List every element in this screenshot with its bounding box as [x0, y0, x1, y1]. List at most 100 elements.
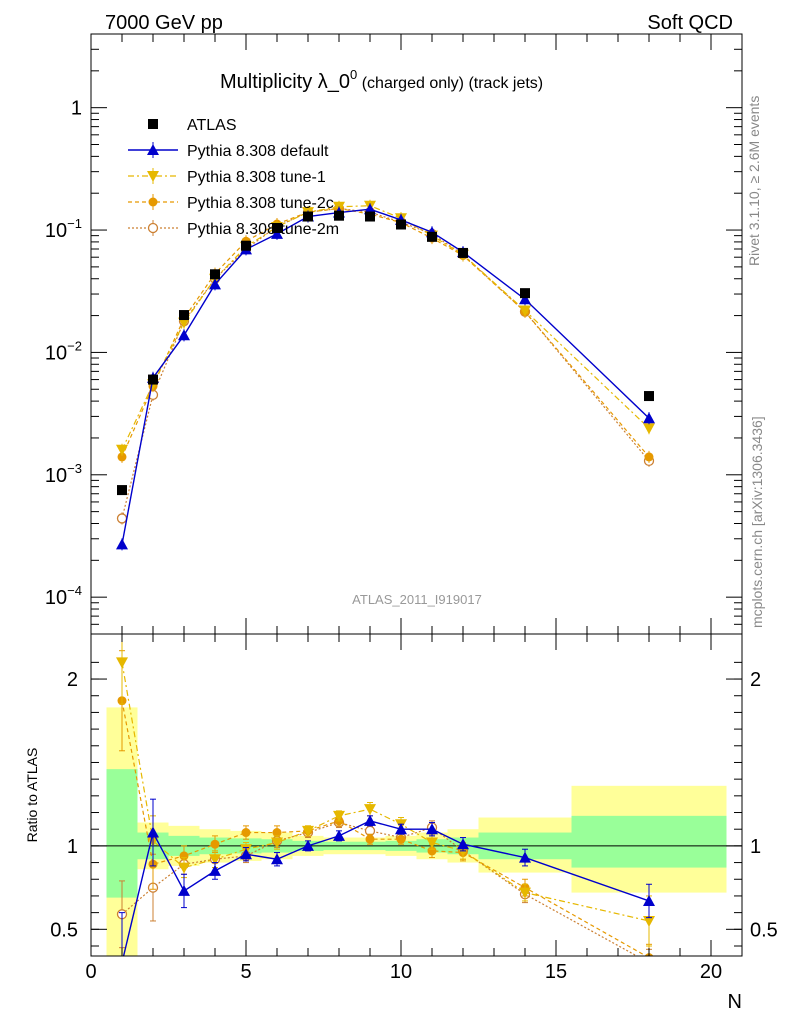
main-ytick-label-4: 10−4	[45, 583, 82, 609]
ratio-ytick-label-right-0: 0.5	[750, 919, 778, 941]
xtick-label-1: 5	[240, 961, 251, 983]
ratio-ytick-label-left-1: 1	[67, 836, 78, 858]
header-right: Soft QCD	[647, 12, 733, 34]
main-point-1-8	[364, 203, 376, 215]
ratio-point-0-8	[364, 814, 376, 826]
ratio-point-3-13	[645, 958, 654, 967]
main-point-0-0	[117, 485, 127, 496]
mcplots-label: mcplots.cern.ch [arXiv:1306.3436]	[749, 416, 765, 628]
main-point-0-7	[334, 210, 344, 221]
xtick-label-3: 15	[545, 961, 567, 983]
main-point-0-13	[644, 391, 654, 402]
ratio-point-0-5	[271, 853, 283, 865]
legend-item-2: Pythia 8.308 tune-1	[128, 168, 326, 186]
ratio-point-2-2	[179, 851, 189, 861]
rivet-label: Rivet 3.1.10, ≥ 2.6M events	[746, 96, 762, 266]
series-layer	[116, 199, 655, 967]
ratio-point-0-2	[178, 884, 190, 896]
ratio-point-0-1	[147, 826, 159, 838]
ratio-point-0-4	[240, 848, 252, 860]
xtick-label-0: 0	[85, 961, 96, 983]
main-point-0-5	[272, 222, 282, 233]
ratio-point-2-3	[210, 839, 220, 849]
main-point-3-13	[644, 452, 654, 462]
legend-item-4: Pythia 8.308 tune-2m	[128, 220, 339, 238]
ratio-point-2-8	[365, 834, 375, 844]
axes: 1 10−1 10−2 10−3 10−4 0 5 10 15 20 0.5 0.5 1 1 2 2	[45, 33, 778, 983]
ratio-bands	[91, 707, 742, 956]
main-series-3	[117, 202, 654, 463]
main-point-3-0	[117, 452, 127, 462]
ratio-point-0-7	[333, 829, 345, 841]
ratio-line-0	[122, 820, 650, 956]
legend-item-0: ATLAS	[148, 117, 237, 134]
main-point-0-6	[303, 211, 313, 222]
uncertainty-bands	[91, 707, 742, 956]
ratio-plot-frame	[90, 633, 743, 957]
main-point-2-13	[643, 423, 655, 435]
legend-label-0: ATLAS	[187, 117, 237, 134]
main-series-1	[116, 203, 655, 551]
main-point-0-11	[458, 247, 468, 258]
main-point-2-0	[116, 444, 128, 456]
ratio-point-1-6	[302, 825, 314, 837]
ratio-point-1-12	[519, 887, 531, 899]
main-line-2	[121, 205, 650, 451]
ratio-ytick-label-right-2: 2	[750, 669, 761, 691]
ratio-point-1-3	[209, 854, 221, 866]
ratio-series	[116, 634, 655, 967]
main-point-0-4	[241, 240, 251, 251]
main-point-0-2	[179, 310, 189, 321]
ratio-point-2-4	[241, 828, 251, 838]
legend-label-4: Pythia 8.308 tune-2m	[187, 221, 339, 238]
ratio-point-1-0	[116, 657, 128, 669]
main-line-4	[121, 207, 650, 519]
main-series-2	[116, 199, 655, 456]
analysis-watermark: ATLAS_2011_I919017	[352, 592, 482, 607]
main-point-1-12	[519, 293, 531, 305]
ratio-ylabel: Ratio to ATLAS	[24, 748, 40, 843]
ratio-point-1-2	[178, 862, 190, 874]
legend-marker-1	[147, 144, 159, 155]
ratio-line-2	[121, 700, 648, 956]
main-line-3	[121, 207, 650, 458]
ratio-series-1	[116, 634, 655, 947]
main-point-1-0	[116, 538, 128, 550]
legend-label-2: Pythia 8.308 tune-1	[187, 169, 326, 186]
legend-label-1: Pythia 8.308 default	[187, 143, 329, 160]
main-point-1-2	[178, 329, 190, 341]
ratio-point-1-5	[271, 837, 283, 849]
x-axis-label: N	[728, 991, 742, 1013]
main-point-0-12	[520, 288, 530, 299]
main-point-0-1	[148, 374, 158, 385]
ratio-point-2-9	[396, 834, 406, 844]
xtick-label-4: 20	[700, 961, 722, 983]
main-ytick-label-0: 1	[71, 98, 82, 120]
legend-label-3: Pythia 8.308 tune-2c	[187, 195, 334, 212]
ratio-point-0-10	[426, 823, 438, 835]
ratio-point-0-9	[395, 823, 407, 835]
ratio-point-0-13	[643, 894, 655, 906]
main-ytick-label-1: 10−1	[45, 216, 82, 242]
ratio-point-1-8	[364, 804, 376, 816]
xtick-label-2: 10	[390, 961, 412, 983]
main-point-4-0	[116, 513, 128, 524]
ratio-point-2-10	[427, 846, 437, 856]
ratio-point-0-3	[209, 864, 221, 876]
main-point-0-10	[427, 231, 437, 242]
green-band-13	[571, 815, 727, 868]
main-point-0-3	[210, 269, 220, 280]
ratio-point-0-6	[302, 839, 314, 851]
ratio-ytick-label-left-2: 2	[67, 669, 78, 691]
main-ytick-label-3: 10−3	[45, 461, 82, 487]
main-point-1-3	[209, 278, 221, 290]
ratio-point-2-5	[272, 828, 282, 838]
ratio-point-1-7	[333, 810, 345, 822]
legend-item-3: Pythia 8.308 tune-2c	[128, 194, 334, 212]
ratio-ytick-label-right-1: 1	[750, 836, 761, 858]
green-band-0	[106, 769, 138, 898]
legend-marker-3	[148, 197, 158, 207]
main-series	[116, 199, 655, 551]
main-series-0	[117, 210, 654, 496]
